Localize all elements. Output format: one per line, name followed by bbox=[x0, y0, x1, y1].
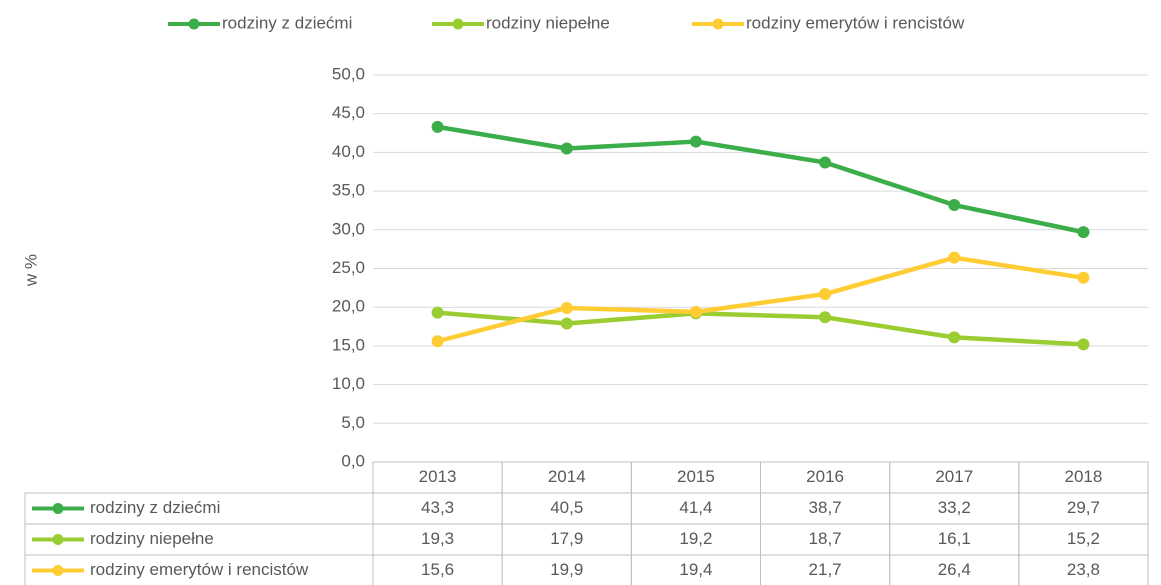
data-point bbox=[819, 311, 832, 324]
x-tick-label: 2015 bbox=[677, 467, 715, 486]
y-tick-label: 15,0 bbox=[332, 335, 365, 354]
data-point bbox=[689, 305, 702, 318]
y-tick-label: 30,0 bbox=[332, 219, 365, 238]
table-value: 40,5 bbox=[550, 498, 583, 517]
x-tick-label: 2016 bbox=[806, 467, 844, 486]
data-point bbox=[431, 306, 444, 319]
table-value: 29,7 bbox=[1067, 498, 1100, 517]
x-tick-label: 2013 bbox=[419, 467, 457, 486]
table-value: 18,7 bbox=[809, 529, 842, 548]
table-value: 33,2 bbox=[938, 498, 971, 517]
data-point bbox=[431, 335, 444, 348]
table-value: 19,9 bbox=[550, 560, 583, 579]
data-point bbox=[948, 199, 961, 212]
legend-label: rodziny z dziećmi bbox=[222, 13, 352, 32]
y-tick-label: 25,0 bbox=[332, 258, 365, 277]
table-row-label: rodziny niepełne bbox=[90, 529, 214, 548]
table-legend-marker-dot bbox=[52, 565, 64, 576]
table-value: 38,7 bbox=[809, 498, 842, 517]
table-value: 43,3 bbox=[421, 498, 454, 517]
legend-label: rodziny niepełne bbox=[486, 13, 610, 32]
table-value: 19,2 bbox=[679, 529, 712, 548]
series-line bbox=[437, 310, 1084, 347]
data-point bbox=[948, 331, 961, 344]
table-value: 19,4 bbox=[679, 560, 712, 579]
table-value: 15,6 bbox=[421, 560, 454, 579]
data-point bbox=[560, 317, 573, 330]
x-tick-label: 2014 bbox=[548, 467, 586, 486]
series-line bbox=[437, 255, 1084, 344]
y-tick-label: 45,0 bbox=[332, 103, 365, 122]
x-tick-label: 2018 bbox=[1065, 467, 1103, 486]
data-point bbox=[819, 288, 832, 301]
y-tick-label: 40,0 bbox=[332, 142, 365, 161]
y-tick-label: 5,0 bbox=[341, 413, 365, 432]
y-tick-label: 35,0 bbox=[332, 181, 365, 200]
x-tick-label: 2017 bbox=[935, 467, 973, 486]
data-point bbox=[948, 251, 961, 264]
legend-marker-dot bbox=[188, 18, 200, 30]
table-value: 19,3 bbox=[421, 529, 454, 548]
table-row-label: rodziny emerytów i rencistów bbox=[90, 560, 309, 579]
table-value: 17,9 bbox=[550, 529, 583, 548]
table-value: 15,2 bbox=[1067, 529, 1100, 548]
series-line bbox=[437, 124, 1084, 235]
table-legend-marker-dot bbox=[52, 503, 64, 514]
legend-marker-dot bbox=[712, 18, 724, 30]
legend-label: rodziny emerytów i rencistów bbox=[746, 13, 965, 32]
table-value: 21,7 bbox=[809, 560, 842, 579]
legend-marker-dot bbox=[452, 18, 464, 30]
table-row bbox=[24, 554, 1149, 585]
table-value: 16,1 bbox=[938, 529, 971, 548]
data-point bbox=[560, 301, 573, 314]
y-tick-label: 50,0 bbox=[332, 64, 365, 83]
data-point bbox=[819, 156, 832, 169]
data-point bbox=[1077, 338, 1090, 351]
table-legend-marker-dot bbox=[52, 534, 64, 545]
y-tick-label: 20,0 bbox=[332, 297, 365, 316]
data-point bbox=[431, 120, 444, 133]
data-point bbox=[560, 142, 573, 155]
table-value: 26,4 bbox=[938, 560, 971, 579]
data-point bbox=[1077, 271, 1090, 284]
y-tick-label: 10,0 bbox=[332, 374, 365, 393]
data-point bbox=[689, 135, 702, 148]
table-value: 41,4 bbox=[679, 498, 712, 517]
y-axis-label: w % bbox=[21, 254, 40, 287]
table-row-label: rodziny z dziećmi bbox=[90, 498, 220, 517]
y-tick-label: 0,0 bbox=[341, 451, 365, 470]
table-value: 23,8 bbox=[1067, 560, 1100, 579]
data-point bbox=[1077, 226, 1090, 239]
